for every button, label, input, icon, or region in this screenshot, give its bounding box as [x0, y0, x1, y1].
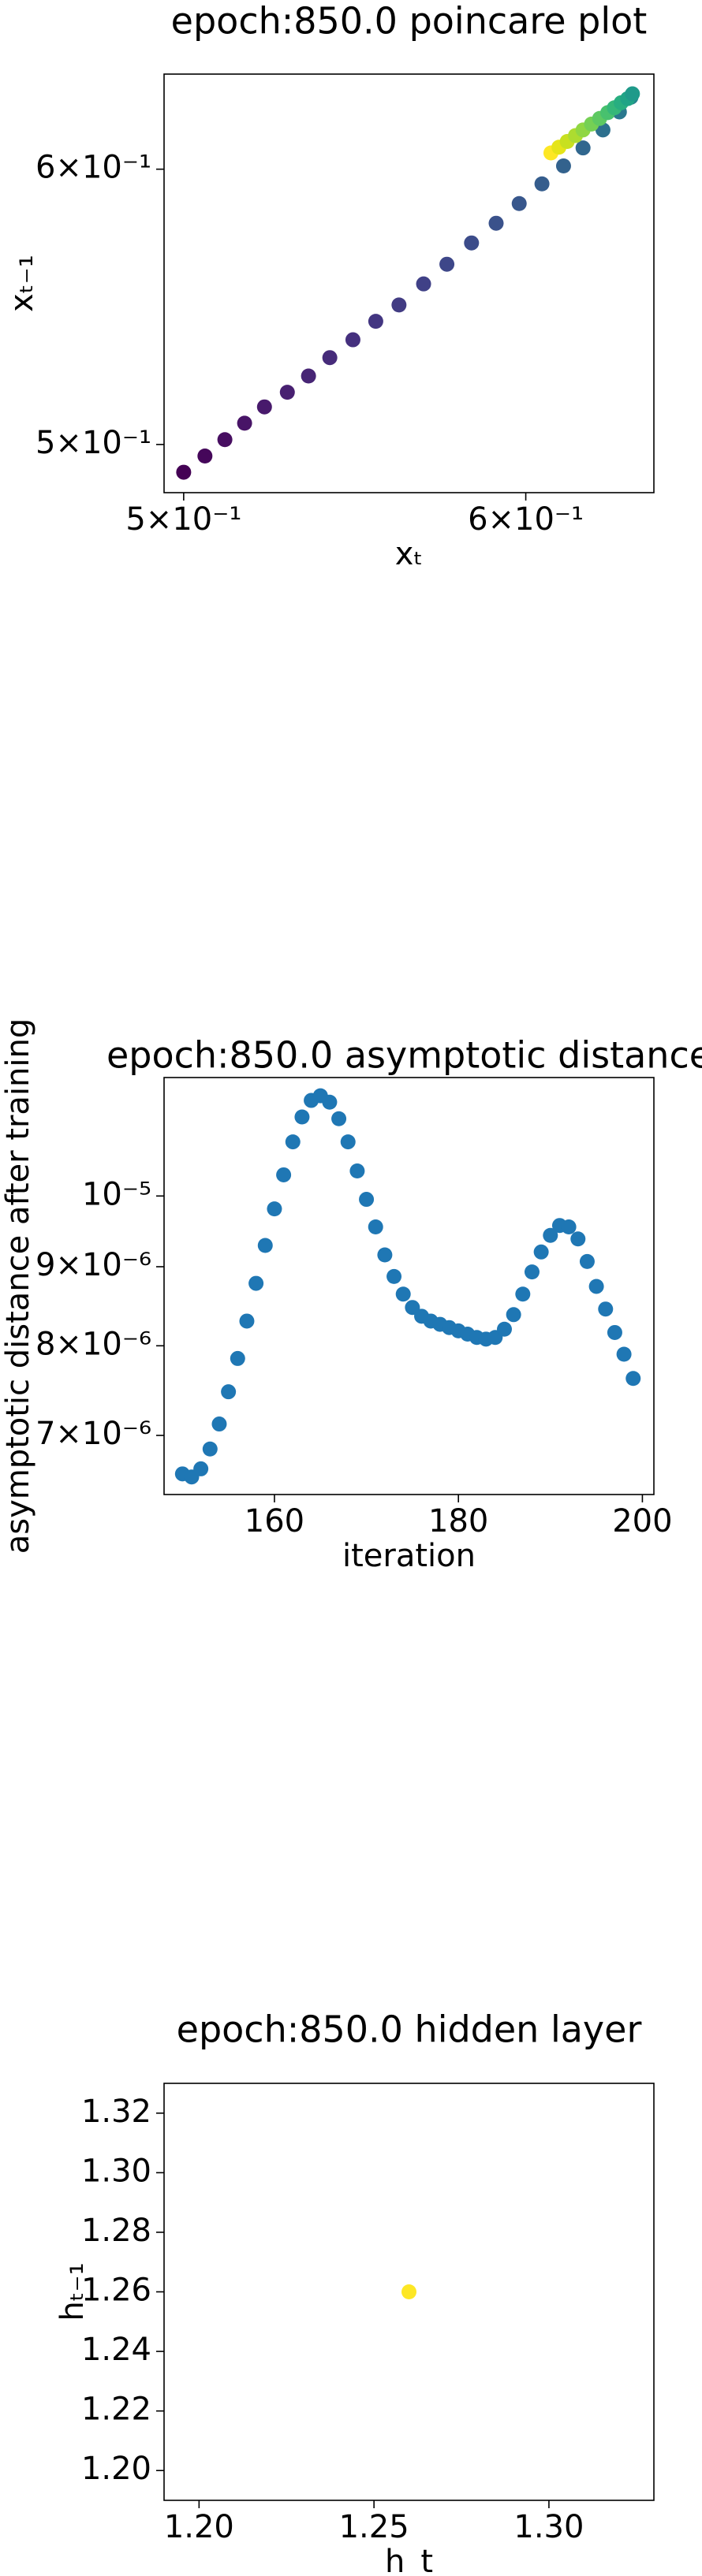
scatter-point	[607, 1324, 622, 1340]
scatter-point	[401, 2284, 416, 2299]
y-tick-label: 5×10⁻¹	[35, 425, 151, 461]
scatter-point	[595, 122, 611, 138]
scatter-point	[230, 1350, 245, 1366]
scatter-point	[294, 1109, 310, 1125]
x-axis-label: xₜ	[395, 536, 423, 572]
scatter-point	[488, 215, 504, 231]
scatter-point	[331, 1111, 347, 1126]
scatter-point	[464, 235, 480, 251]
x-tick-label: 160	[245, 1503, 304, 1539]
scatter-point	[256, 399, 272, 415]
x-tick-label: 5×10⁻¹	[125, 501, 241, 538]
y-tick-label: 1.32	[81, 2094, 151, 2130]
plot-frame	[163, 73, 655, 493]
scatter-point	[217, 432, 233, 448]
x-tick-label: 1.30	[513, 2509, 584, 2545]
scatter-point	[555, 158, 571, 173]
y-tick-label: 9×10⁻⁶	[35, 1247, 151, 1283]
scatter-point	[176, 464, 192, 480]
scatter-point	[248, 1275, 264, 1291]
scatter-point	[506, 1307, 521, 1323]
x-tick-label: 1.25	[339, 2509, 409, 2545]
scatter-point	[285, 1134, 301, 1150]
scatter-point	[197, 449, 213, 464]
scatter-point	[616, 1346, 632, 1362]
scatter-point	[625, 1371, 641, 1387]
y-tick-label: 1.28	[81, 2213, 151, 2249]
chart-title: epoch:850.0 hidden layer	[177, 2008, 642, 2051]
scatter-point	[368, 1219, 383, 1234]
y-tick-label: 6×10⁻¹	[35, 150, 151, 186]
scatter-point	[202, 1441, 218, 1457]
scatter-point	[579, 1253, 595, 1269]
y-tick-label: 1.24	[81, 2332, 151, 2368]
y-axis-label: hₜ₋₁	[54, 2262, 91, 2321]
scatter-point	[340, 1134, 356, 1150]
scatter-point	[561, 1219, 577, 1234]
scatter-point	[257, 1238, 273, 1253]
x-tick-label: 6×10⁻¹	[468, 501, 584, 538]
y-axis-label: asymptotic distance after training	[0, 1018, 36, 1554]
scatter-point	[395, 1286, 411, 1302]
scatter-point	[279, 385, 295, 400]
y-tick-label: 1.22	[81, 2392, 151, 2428]
x-tick-label: 1.20	[164, 2509, 234, 2545]
chart-title: epoch:850.0 asymptotic distance	[106, 1034, 702, 1077]
scatter-point	[533, 1244, 549, 1260]
scatter-point	[598, 1301, 614, 1317]
scatter-point	[511, 195, 527, 211]
scatter-point	[534, 176, 550, 192]
scatter-point	[211, 1416, 227, 1432]
y-tick-label: 8×10⁻⁶	[35, 1326, 151, 1362]
scatter-point	[221, 1384, 237, 1400]
scatter-point	[322, 350, 338, 366]
scatter-point	[349, 1163, 365, 1179]
scatter-point	[237, 415, 252, 431]
plot-frame	[163, 1077, 655, 1495]
scatter-point	[515, 1286, 531, 1302]
scatter-point	[377, 1247, 393, 1263]
y-tick-label: 1.30	[81, 2153, 151, 2189]
x-tick-label: 180	[428, 1503, 488, 1539]
scatter-point	[524, 1264, 540, 1280]
scatter-point	[239, 1313, 255, 1329]
scatter-point	[625, 86, 640, 102]
scatter-point	[416, 276, 431, 292]
y-tick-label: 1.20	[81, 2451, 151, 2487]
y-tick-label: 10⁻⁵	[82, 1176, 151, 1212]
scatter-point	[345, 332, 360, 348]
scatter-point	[368, 314, 383, 329]
y-tick-label: 1.26	[81, 2273, 151, 2309]
scatter-point	[301, 368, 316, 384]
x-tick-label: 200	[612, 1503, 672, 1539]
scatter-point	[496, 1321, 512, 1337]
x-axis-label: iteration	[342, 1538, 476, 1574]
scatter-point	[543, 1227, 558, 1243]
y-axis-label: xₜ₋₁	[4, 255, 40, 312]
scatter-point	[439, 256, 455, 272]
scatter-point	[193, 1461, 209, 1476]
scatter-point	[575, 140, 591, 156]
scatter-point	[322, 1094, 338, 1110]
chart-title: epoch:850.0 poincare plot	[171, 0, 648, 43]
scatter-point	[570, 1231, 586, 1247]
scatter-point	[276, 1167, 292, 1182]
scatter-point	[359, 1192, 375, 1208]
y-tick-label: 7×10⁻⁶	[35, 1416, 151, 1452]
scatter-point	[588, 1279, 604, 1294]
scatter-point	[267, 1201, 282, 1217]
scatter-point	[391, 297, 407, 313]
x-axis-label: h_t	[385, 2544, 433, 2576]
scatter-point	[386, 1268, 402, 1284]
